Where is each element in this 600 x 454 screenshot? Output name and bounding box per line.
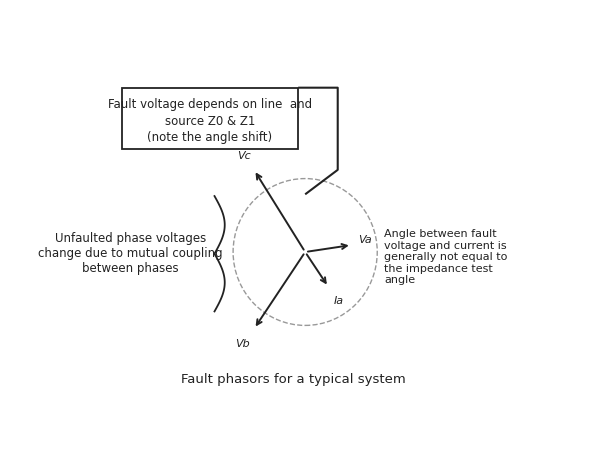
Text: Ia: Ia	[334, 296, 344, 306]
Text: Va: Va	[358, 235, 371, 245]
Text: Unfaulted phase voltages
change due to mutual coupling
between phases: Unfaulted phase voltages change due to m…	[38, 232, 223, 275]
Text: source Z0 & Z1: source Z0 & Z1	[164, 115, 255, 128]
Text: Vc: Vc	[237, 151, 251, 161]
Text: Fault phasors for a typical system: Fault phasors for a typical system	[181, 373, 406, 386]
Text: Fault voltage depends on line  and: Fault voltage depends on line and	[108, 99, 312, 111]
Text: Vb: Vb	[235, 340, 250, 350]
FancyBboxPatch shape	[121, 88, 298, 149]
Text: (note the angle shift): (note the angle shift)	[147, 131, 272, 144]
Text: Angle between fault
voltage and current is
generally not equal to
the impedance : Angle between fault voltage and current …	[384, 229, 508, 286]
